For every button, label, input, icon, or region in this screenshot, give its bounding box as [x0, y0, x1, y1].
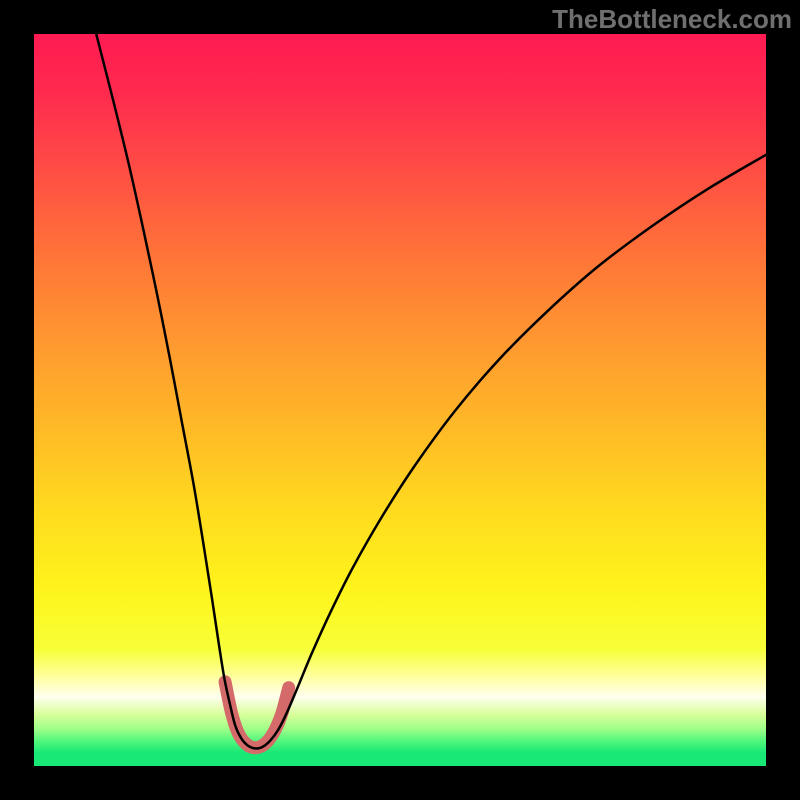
plot-area [34, 34, 766, 766]
highlight-segment [225, 682, 289, 748]
bottleneck-curve [96, 34, 766, 749]
bottleneck-curve-svg [34, 34, 766, 766]
